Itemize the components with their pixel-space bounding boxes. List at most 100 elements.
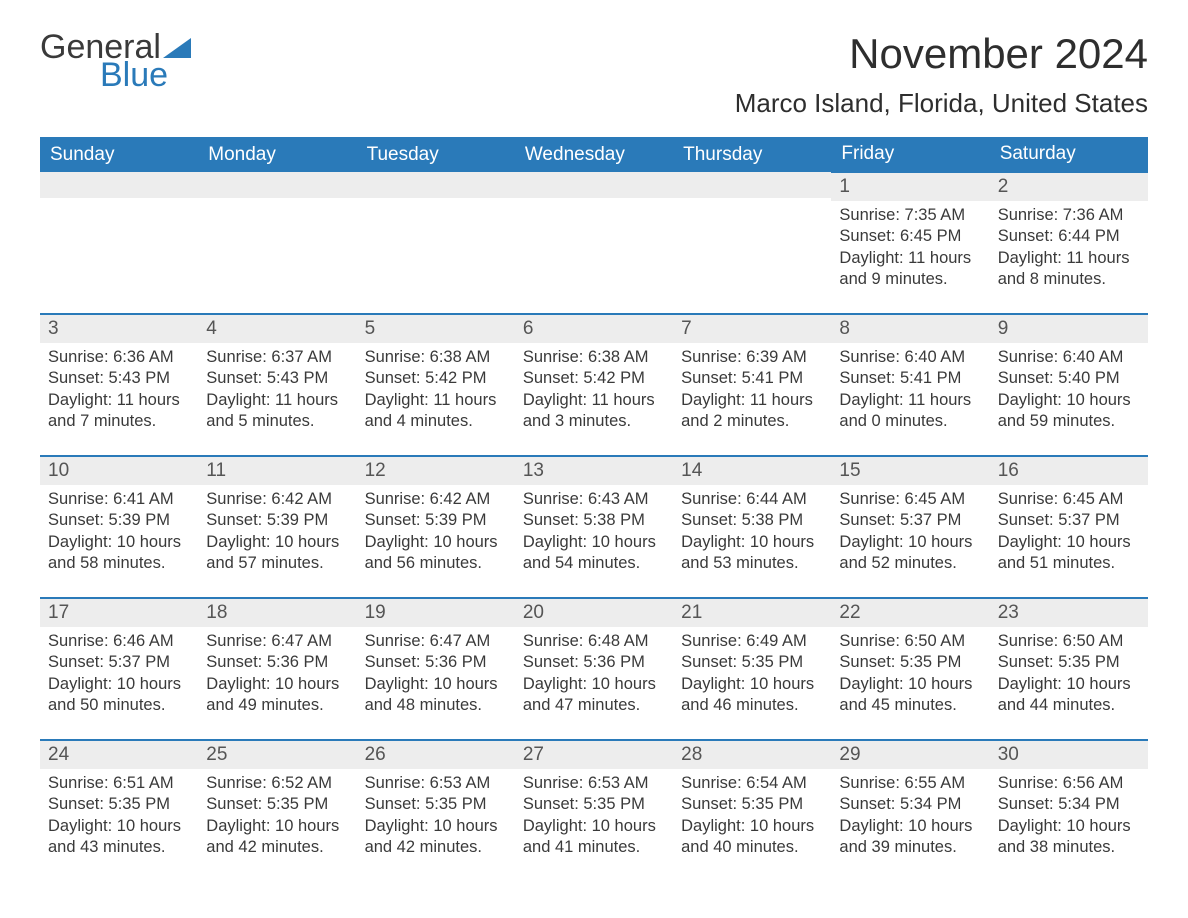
day-details: Sunrise: 6:50 AMSunset: 5:35 PMDaylight:… [990,627,1148,723]
daylight-text-line1: Daylight: 10 hours [681,532,823,553]
week-spacer [40,726,1148,740]
calendar-day-cell: 26Sunrise: 6:53 AMSunset: 5:35 PMDayligh… [357,740,515,868]
sunrise-text: Sunrise: 6:36 AM [48,347,190,368]
sunrise-text: Sunrise: 6:47 AM [365,631,507,652]
calendar-week-row: 10Sunrise: 6:41 AMSunset: 5:39 PMDayligh… [40,456,1148,584]
sunset-text: Sunset: 5:35 PM [206,794,348,815]
day-number: 25 [198,741,356,769]
calendar-day-cell: 20Sunrise: 6:48 AMSunset: 5:36 PMDayligh… [515,598,673,726]
calendar-day-cell: 9Sunrise: 6:40 AMSunset: 5:40 PMDaylight… [990,314,1148,442]
daylight-text-line1: Daylight: 10 hours [206,674,348,695]
day-number: 27 [515,741,673,769]
weekday-header: Tuesday [357,137,515,172]
daylight-text-line1: Daylight: 10 hours [365,674,507,695]
calendar-day-cell [198,172,356,300]
day-details: Sunrise: 6:47 AMSunset: 5:36 PMDaylight:… [357,627,515,723]
empty-day-bar [198,172,356,198]
sunrise-text: Sunrise: 6:38 AM [523,347,665,368]
sunset-text: Sunset: 5:43 PM [48,368,190,389]
empty-day-bar [357,172,515,198]
calendar-day-cell [673,172,831,300]
day-details: Sunrise: 6:45 AMSunset: 5:37 PMDaylight:… [831,485,989,581]
sunrise-text: Sunrise: 6:50 AM [998,631,1140,652]
sunrise-text: Sunrise: 6:51 AM [48,773,190,794]
sunrise-text: Sunrise: 6:53 AM [523,773,665,794]
day-details: Sunrise: 6:52 AMSunset: 5:35 PMDaylight:… [198,769,356,865]
day-number: 6 [515,315,673,343]
sunrise-text: Sunrise: 6:48 AM [523,631,665,652]
calendar-day-cell: 25Sunrise: 6:52 AMSunset: 5:35 PMDayligh… [198,740,356,868]
day-number: 21 [673,599,831,627]
day-number: 4 [198,315,356,343]
calendar-day-cell: 16Sunrise: 6:45 AMSunset: 5:37 PMDayligh… [990,456,1148,584]
weekday-header: Friday [831,137,989,172]
calendar-day-cell: 8Sunrise: 6:40 AMSunset: 5:41 PMDaylight… [831,314,989,442]
week-spacer [40,442,1148,456]
calendar-week-row: 1Sunrise: 7:35 AMSunset: 6:45 PMDaylight… [40,172,1148,300]
calendar-day-cell: 21Sunrise: 6:49 AMSunset: 5:35 PMDayligh… [673,598,831,726]
day-details: Sunrise: 6:46 AMSunset: 5:37 PMDaylight:… [40,627,198,723]
day-details: Sunrise: 6:53 AMSunset: 5:35 PMDaylight:… [515,769,673,865]
calendar-day-cell: 7Sunrise: 6:39 AMSunset: 5:41 PMDaylight… [673,314,831,442]
sunrise-text: Sunrise: 7:35 AM [839,205,981,226]
location-subtitle: Marco Island, Florida, United States [735,88,1148,119]
sunset-text: Sunset: 5:36 PM [523,652,665,673]
sunset-text: Sunset: 5:37 PM [839,510,981,531]
day-details: Sunrise: 6:51 AMSunset: 5:35 PMDaylight:… [40,769,198,865]
day-number: 18 [198,599,356,627]
week-spacer [40,584,1148,598]
calendar-day-cell: 1Sunrise: 7:35 AMSunset: 6:45 PMDaylight… [831,172,989,300]
calendar-day-cell: 10Sunrise: 6:41 AMSunset: 5:39 PMDayligh… [40,456,198,584]
sunrise-text: Sunrise: 6:41 AM [48,489,190,510]
day-details: Sunrise: 6:56 AMSunset: 5:34 PMDaylight:… [990,769,1148,865]
daylight-text-line1: Daylight: 10 hours [523,532,665,553]
sunset-text: Sunset: 5:36 PM [365,652,507,673]
daylight-text-line1: Daylight: 10 hours [206,816,348,837]
day-number: 9 [990,315,1148,343]
calendar-day-cell: 18Sunrise: 6:47 AMSunset: 5:36 PMDayligh… [198,598,356,726]
sunrise-text: Sunrise: 6:40 AM [998,347,1140,368]
calendar-day-cell: 11Sunrise: 6:42 AMSunset: 5:39 PMDayligh… [198,456,356,584]
sunset-text: Sunset: 5:43 PM [206,368,348,389]
day-details: Sunrise: 7:36 AMSunset: 6:44 PMDaylight:… [990,201,1148,297]
day-number: 23 [990,599,1148,627]
sunset-text: Sunset: 5:41 PM [839,368,981,389]
calendar-day-cell: 14Sunrise: 6:44 AMSunset: 5:38 PMDayligh… [673,456,831,584]
day-details: Sunrise: 6:47 AMSunset: 5:36 PMDaylight:… [198,627,356,723]
day-details: Sunrise: 6:40 AMSunset: 5:41 PMDaylight:… [831,343,989,439]
calendar-day-cell: 15Sunrise: 6:45 AMSunset: 5:37 PMDayligh… [831,456,989,584]
daylight-text-line1: Daylight: 11 hours [523,390,665,411]
sunset-text: Sunset: 6:45 PM [839,226,981,247]
day-number: 15 [831,457,989,485]
day-number: 24 [40,741,198,769]
daylight-text-line1: Daylight: 10 hours [523,816,665,837]
day-number: 29 [831,741,989,769]
daylight-text-line1: Daylight: 11 hours [48,390,190,411]
day-details: Sunrise: 6:54 AMSunset: 5:35 PMDaylight:… [673,769,831,865]
week-spacer [40,300,1148,314]
day-number: 19 [357,599,515,627]
daylight-text-line2: and 2 minutes. [681,411,823,432]
sunrise-text: Sunrise: 6:55 AM [839,773,981,794]
calendar-day-cell: 29Sunrise: 6:55 AMSunset: 5:34 PMDayligh… [831,740,989,868]
day-number: 1 [831,173,989,201]
calendar-week-row: 17Sunrise: 6:46 AMSunset: 5:37 PMDayligh… [40,598,1148,726]
daylight-text-line1: Daylight: 10 hours [681,674,823,695]
day-number: 26 [357,741,515,769]
daylight-text-line1: Daylight: 10 hours [206,532,348,553]
sunset-text: Sunset: 5:35 PM [365,794,507,815]
sunset-text: Sunset: 5:35 PM [681,652,823,673]
sunrise-text: Sunrise: 6:42 AM [365,489,507,510]
calendar-day-cell: 22Sunrise: 6:50 AMSunset: 5:35 PMDayligh… [831,598,989,726]
sunrise-text: Sunrise: 6:53 AM [365,773,507,794]
sunrise-text: Sunrise: 6:54 AM [681,773,823,794]
day-number: 8 [831,315,989,343]
day-number: 3 [40,315,198,343]
daylight-text-line2: and 9 minutes. [839,269,981,290]
daylight-text-line1: Daylight: 10 hours [48,532,190,553]
daylight-text-line1: Daylight: 10 hours [998,390,1140,411]
daylight-text-line1: Daylight: 11 hours [839,390,981,411]
sunrise-text: Sunrise: 6:43 AM [523,489,665,510]
daylight-text-line2: and 48 minutes. [365,695,507,716]
sunrise-text: Sunrise: 6:56 AM [998,773,1140,794]
